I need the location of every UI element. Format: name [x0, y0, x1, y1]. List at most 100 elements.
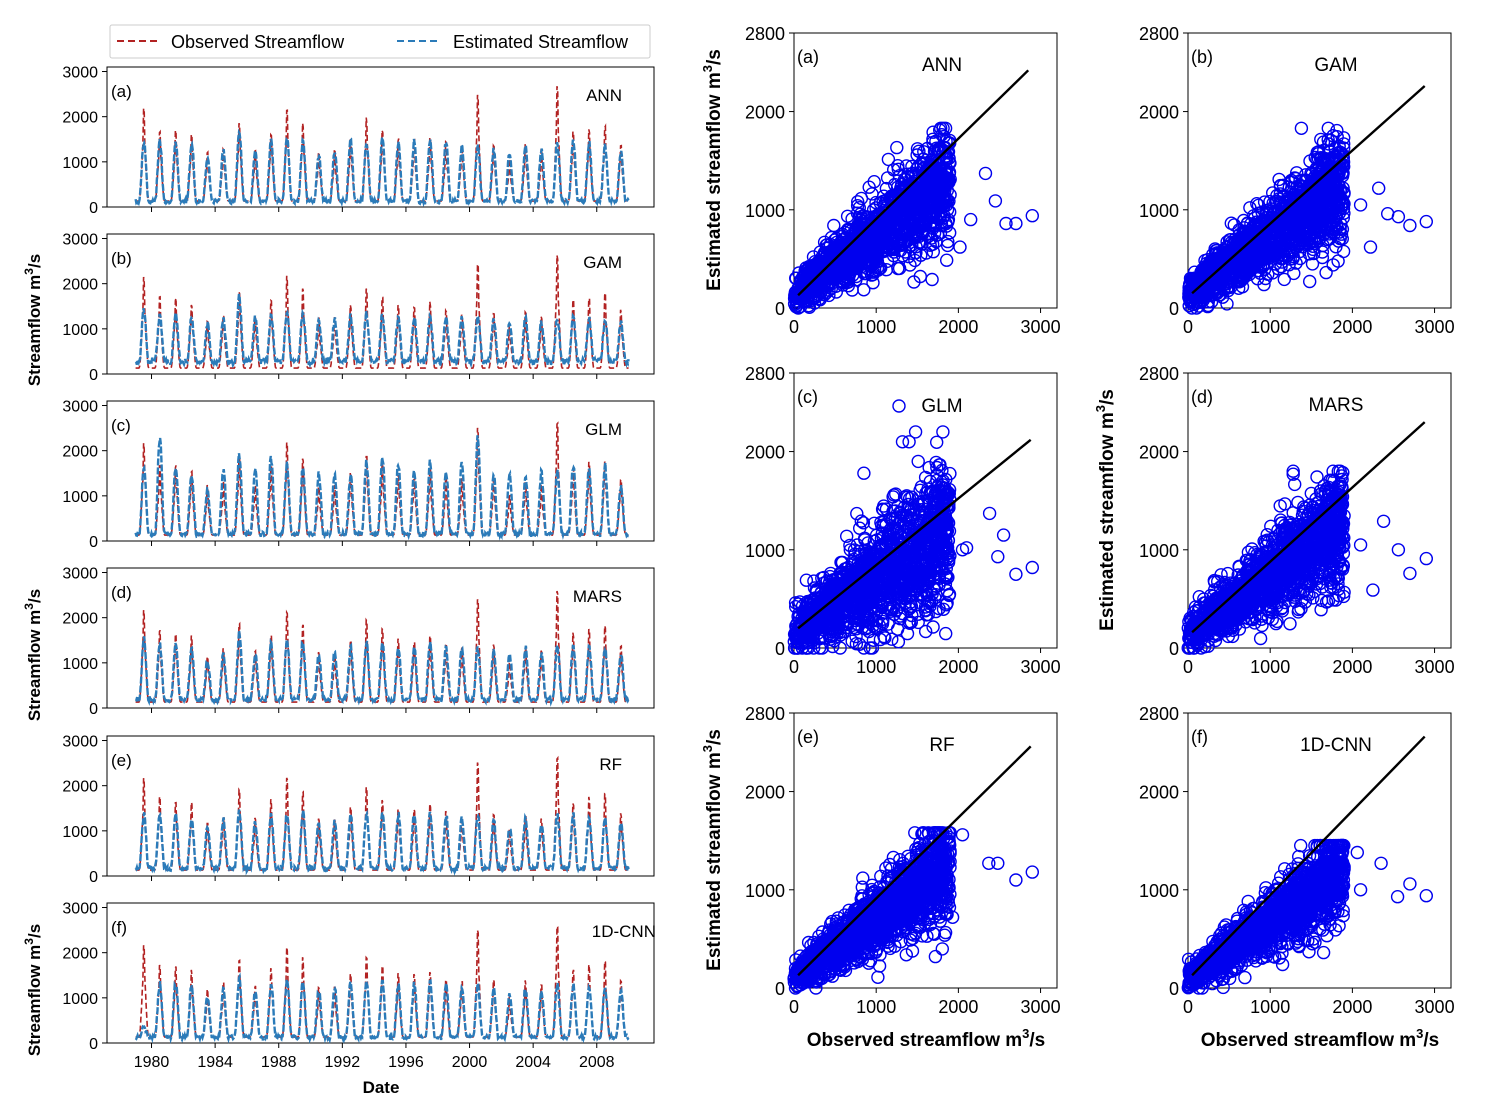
scatter-point: [1333, 145, 1347, 159]
scatter-point: [1317, 151, 1331, 165]
timeseries-xlabel: Date: [363, 1078, 400, 1097]
scatter-point: [1320, 167, 1334, 182]
scatter-point: [869, 245, 883, 260]
scatter-point: [1196, 293, 1210, 308]
observed-series-line: [135, 255, 629, 369]
timeseries-panel-frame: [106, 735, 655, 877]
model-name: ANN: [922, 55, 962, 76]
x-tick-label: 2004: [515, 1054, 551, 1071]
scatter-point: [921, 178, 935, 192]
ts-ylabel-lower-tail: /s: [25, 924, 44, 938]
legend-estimated-label: Estimated Streamflow: [453, 32, 629, 52]
scatter-point: [1305, 257, 1320, 271]
scatter-point: [1310, 211, 1324, 225]
x-tick-label: 2000: [1332, 657, 1372, 677]
x-tick-label: 3000: [1021, 657, 1061, 677]
y-tick-label: 2000: [745, 103, 785, 123]
scatter-point: [1304, 166, 1318, 181]
estimated-series-line: [134, 128, 630, 208]
x-tick-label: 2000: [938, 657, 978, 677]
scatter-point: [903, 179, 918, 193]
scatter-point: [1273, 179, 1288, 193]
scatter-point: [1336, 141, 1351, 155]
scatter-point: [909, 225, 924, 239]
scatter-point: [854, 260, 868, 274]
panel-label: (b): [111, 249, 132, 268]
scatter-point: [1224, 216, 1239, 230]
y-tick-label: 1000: [745, 541, 785, 561]
model-name: GAM: [1314, 55, 1357, 76]
scatter-point: [1335, 232, 1350, 246]
scatter-point: [865, 187, 879, 201]
scatter-point: [854, 211, 869, 225]
x-tick-label: 2000: [452, 1054, 488, 1071]
scatter-point: [888, 177, 902, 192]
x-tick-label: 1988: [261, 1054, 297, 1071]
scatter-point: [891, 158, 905, 173]
estimated-series-line: [134, 972, 630, 1044]
scatter-point: [1288, 237, 1302, 251]
y-tick-label: 2000: [745, 443, 785, 463]
y-tick-label: 0: [89, 367, 98, 384]
scatter-point: [1319, 265, 1333, 280]
scatter-point: [1197, 263, 1211, 278]
scatter-point: [1208, 242, 1222, 256]
x-tick-label: 1980: [134, 1054, 170, 1071]
panel-label: (b): [1191, 47, 1213, 67]
model-name: GLM: [921, 396, 962, 417]
scatter-point: [880, 192, 894, 207]
scatter-point: [1284, 244, 1298, 259]
scatter-point: [938, 121, 953, 136]
scatter-point: [1313, 185, 1328, 199]
scatter-point: [903, 203, 917, 217]
scatter-point: [1201, 298, 1215, 313]
x-tick-label: 1996: [388, 1054, 424, 1071]
scatter-point: [930, 228, 945, 242]
estimated-series-line: [134, 293, 630, 369]
scatter-point: [1322, 188, 1336, 203]
scatter-point: [890, 140, 904, 155]
scatter-point: [1317, 223, 1331, 237]
timeseries-panel-frame: [106, 567, 655, 709]
scatter-point: [878, 219, 892, 234]
y-tick-label: 1000: [745, 201, 785, 221]
scatter-point: [1321, 133, 1335, 147]
scatter-point: [1291, 207, 1306, 221]
scatter-point: [1025, 208, 1040, 223]
estimated-series-line: [134, 809, 630, 876]
y-tick-label: 0: [89, 534, 98, 551]
scatter-point: [908, 253, 922, 268]
scatter-point: [833, 267, 848, 282]
y-tick-label: 2000: [1139, 103, 1179, 123]
estimated-series-line: [135, 630, 630, 707]
scatter-point: [890, 223, 904, 237]
scatter-point: [917, 145, 931, 159]
model-name: MARS: [573, 587, 622, 606]
scatter-point: [850, 198, 865, 213]
model-name: 1D-CNN: [592, 922, 656, 941]
scatter-point: [888, 221, 902, 235]
scatter-point: [860, 210, 874, 224]
scatter-point: [857, 641, 871, 655]
scatter-point: [1329, 188, 1343, 202]
scatter-point: [883, 242, 897, 256]
scatter-point: [1272, 223, 1287, 238]
scatter-point: [1419, 214, 1434, 229]
scatter-point: [1336, 131, 1351, 145]
scatter-point: [1236, 249, 1250, 263]
scatter-point: [964, 212, 978, 227]
scatter-point: [1328, 141, 1342, 155]
scatter-point: [941, 234, 955, 249]
timeseries-ylabel-upper: Streamflow m3/s: [22, 254, 44, 386]
scatter-point: [833, 239, 848, 253]
x-tick-label: 3000: [1021, 317, 1061, 337]
y-tick-label: 2000: [62, 611, 98, 628]
y-tick-label: 1000: [62, 824, 98, 841]
y-tick-label: 1000: [1139, 201, 1179, 221]
scatter-point: [789, 290, 803, 304]
panel-label: (c): [797, 387, 818, 407]
timeseries-ylabel-lower: Streamflow m3/s: [22, 924, 44, 1056]
scatter-point: [934, 215, 948, 230]
